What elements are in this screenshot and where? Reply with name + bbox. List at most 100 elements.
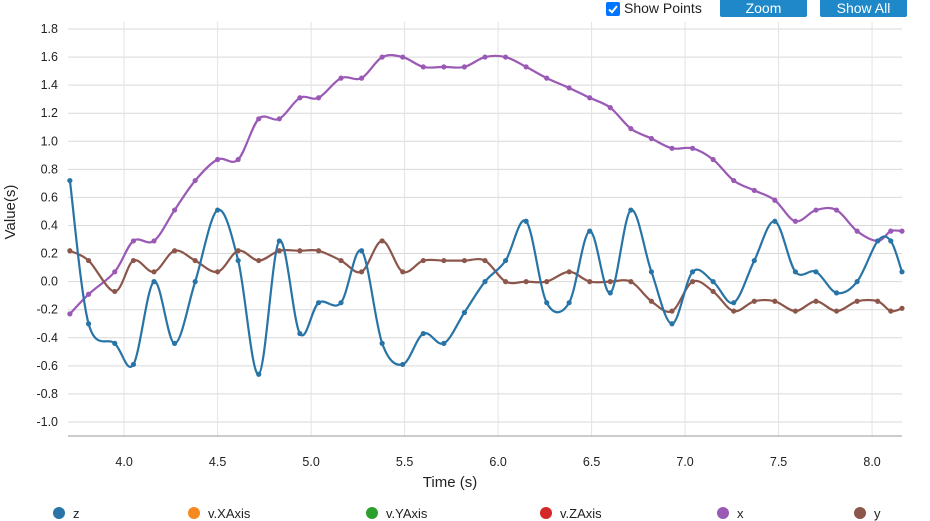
data-point-y[interactable]	[899, 305, 905, 311]
data-point-z[interactable]	[235, 257, 241, 264]
data-point-z[interactable]	[792, 269, 799, 275]
data-point-z[interactable]	[502, 257, 509, 264]
data-point-z[interactable]	[648, 269, 655, 275]
legend-item-x[interactable]: x	[717, 506, 744, 521]
data-point-y[interactable]	[130, 257, 137, 264]
data-point-x[interactable]	[710, 156, 716, 163]
data-point-x[interactable]	[854, 228, 860, 234]
data-point-z[interactable]	[256, 371, 262, 377]
data-point-y[interactable]	[338, 257, 344, 264]
data-point-y[interactable]	[813, 298, 819, 304]
data-point-z[interactable]	[772, 218, 778, 224]
data-point-z[interactable]	[441, 340, 447, 346]
data-point-x[interactable]	[772, 197, 778, 203]
data-point-z[interactable]	[171, 340, 178, 346]
data-point-y[interactable]	[276, 248, 282, 254]
data-point-z[interactable]	[400, 361, 406, 368]
legend-item-v.YAxis[interactable]: v.YAxis	[366, 506, 428, 521]
legend-item-v.XAxis[interactable]: v.XAxis	[188, 506, 251, 521]
data-point-z[interactable]	[276, 238, 282, 244]
data-point-z[interactable]	[358, 248, 365, 254]
data-point-z[interactable]	[67, 177, 73, 184]
data-point-z[interactable]	[607, 290, 613, 296]
data-point-y[interactable]	[587, 279, 593, 285]
data-point-x[interactable]	[67, 311, 73, 317]
data-point-x[interactable]	[315, 95, 322, 101]
data-point-x[interactable]	[792, 218, 799, 224]
data-point-x[interactable]	[731, 177, 737, 184]
data-point-y[interactable]	[214, 269, 221, 275]
data-point-z[interactable]	[214, 207, 221, 213]
data-point-y[interactable]	[854, 298, 860, 304]
data-point-x[interactable]	[420, 64, 426, 70]
data-point-y[interactable]	[792, 308, 799, 314]
data-point-y[interactable]	[544, 279, 550, 285]
data-point-x[interactable]	[587, 95, 593, 101]
data-point-y[interactable]	[461, 257, 468, 264]
data-point-x[interactable]	[461, 64, 468, 70]
data-point-z[interactable]	[523, 218, 529, 224]
data-point-z[interactable]	[130, 361, 137, 368]
data-point-x[interactable]	[607, 105, 613, 111]
data-point-z[interactable]	[85, 321, 92, 327]
data-point-z[interactable]	[899, 269, 905, 275]
data-point-z[interactable]	[112, 340, 118, 346]
legend-item-z[interactable]: z	[53, 506, 80, 521]
data-point-x[interactable]	[502, 54, 509, 60]
show-points-toggle[interactable]: Show Points	[606, 0, 702, 17]
data-point-y[interactable]	[315, 248, 322, 254]
data-point-x[interactable]	[151, 238, 157, 244]
data-point-x[interactable]	[751, 187, 757, 194]
data-point-z[interactable]	[875, 238, 881, 244]
data-point-x[interactable]	[214, 156, 221, 163]
data-point-z[interactable]	[461, 309, 468, 316]
data-point-y[interactable]	[689, 279, 696, 285]
data-point-z[interactable]	[297, 330, 303, 337]
data-point-y[interactable]	[566, 269, 572, 275]
data-point-z[interactable]	[482, 279, 488, 285]
data-point-y[interactable]	[297, 248, 303, 254]
data-point-x[interactable]	[276, 116, 282, 122]
data-point-x[interactable]	[813, 207, 819, 213]
data-point-y[interactable]	[441, 257, 447, 264]
data-point-x[interactable]	[689, 145, 696, 151]
data-point-x[interactable]	[441, 64, 447, 70]
legend-item-v.ZAxis[interactable]: v.ZAxis	[540, 506, 602, 521]
data-point-z[interactable]	[338, 300, 344, 306]
data-point-y[interactable]	[710, 288, 716, 295]
data-point-y[interactable]	[171, 248, 178, 254]
data-point-z[interactable]	[151, 279, 157, 285]
data-point-y[interactable]	[358, 269, 365, 275]
data-point-y[interactable]	[731, 308, 737, 314]
data-point-x[interactable]	[358, 75, 365, 81]
data-point-x[interactable]	[400, 54, 406, 60]
data-point-y[interactable]	[833, 308, 840, 314]
data-point-y[interactable]	[112, 288, 118, 295]
data-point-y[interactable]	[607, 279, 613, 285]
data-point-y[interactable]	[400, 269, 406, 275]
data-point-x[interactable]	[566, 85, 572, 91]
data-point-z[interactable]	[544, 300, 550, 306]
data-point-x[interactable]	[888, 228, 894, 234]
data-point-x[interactable]	[130, 238, 137, 244]
data-point-x[interactable]	[648, 135, 655, 142]
data-point-x[interactable]	[171, 207, 178, 213]
data-point-z[interactable]	[669, 321, 675, 327]
data-point-z[interactable]	[587, 228, 593, 234]
data-point-y[interactable]	[669, 308, 675, 314]
data-point-x[interactable]	[112, 269, 118, 275]
data-point-z[interactable]	[751, 257, 757, 264]
data-point-x[interactable]	[297, 95, 303, 101]
data-point-x[interactable]	[544, 75, 550, 81]
data-point-y[interactable]	[420, 257, 426, 264]
data-point-z[interactable]	[813, 269, 819, 275]
data-point-z[interactable]	[420, 330, 426, 337]
data-point-y[interactable]	[648, 298, 655, 304]
data-point-y[interactable]	[772, 298, 778, 304]
data-point-x[interactable]	[628, 126, 634, 132]
data-point-y[interactable]	[482, 257, 488, 264]
data-point-x[interactable]	[523, 64, 529, 70]
data-point-z[interactable]	[689, 269, 696, 275]
data-point-x[interactable]	[85, 291, 92, 297]
data-point-x[interactable]	[379, 54, 385, 60]
